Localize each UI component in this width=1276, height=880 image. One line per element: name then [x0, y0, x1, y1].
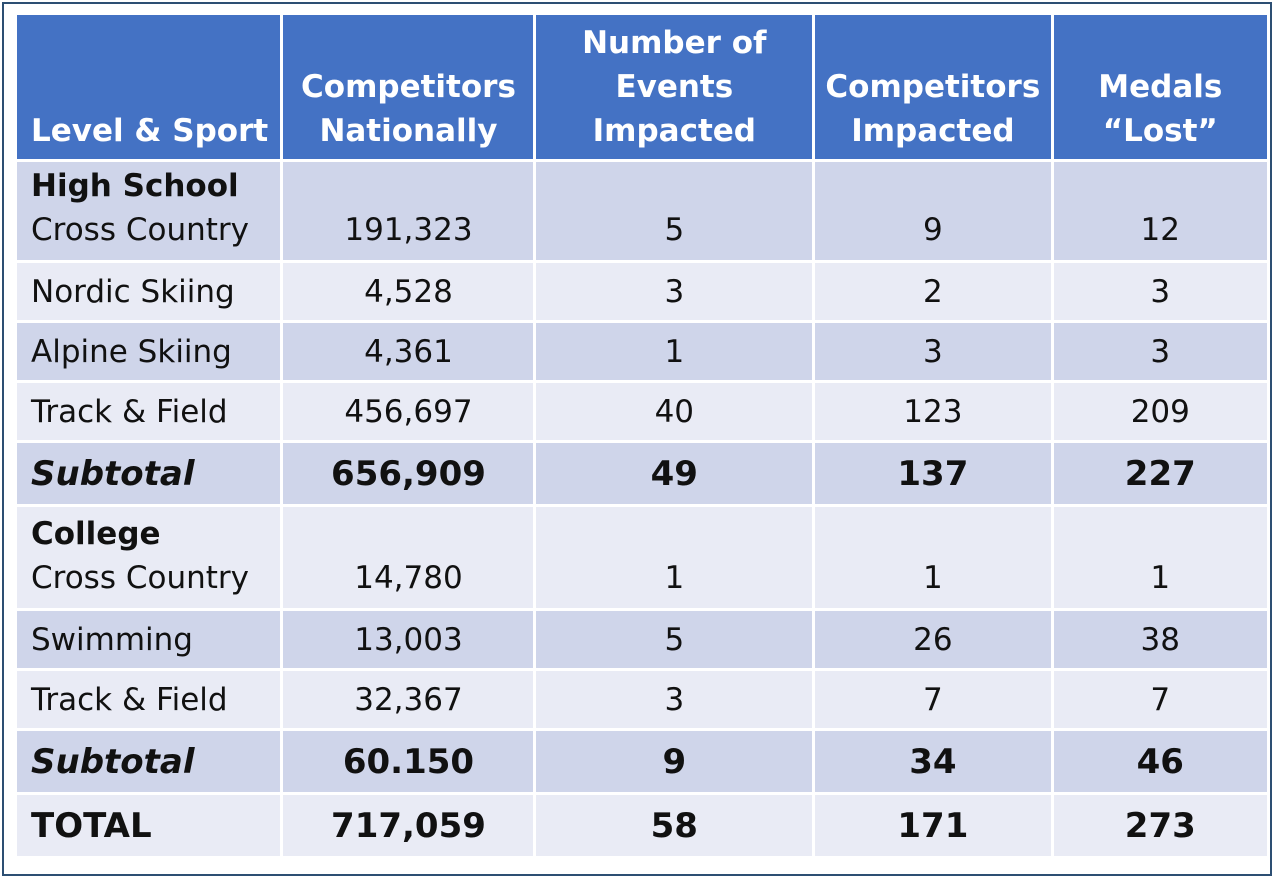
group-label-college: College — [31, 516, 161, 552]
cell-competitors-impacted: 34 — [815, 731, 1051, 792]
header-level-sport: Level & Sport — [17, 15, 281, 159]
cell-competitors-nationally: 4,361 — [283, 323, 534, 380]
row-label: High School Cross Country — [17, 162, 281, 260]
cell-medals-lost: 46 — [1053, 731, 1267, 792]
header-competitors-impacted: Competitors Impacted — [815, 15, 1051, 159]
cell-events-impacted: 40 — [536, 383, 813, 440]
cell-medals-lost: 209 — [1053, 383, 1267, 440]
cell-events-impacted: 1 — [536, 323, 813, 380]
cell-events-impacted: 3 — [536, 263, 813, 320]
cell-medals-lost: 227 — [1053, 443, 1267, 504]
header-line: Medals — [1098, 69, 1223, 105]
subtotal-row: Subtotal 60.150 9 34 46 — [17, 731, 1267, 792]
table-row: Track & Field 32,367 3 7 7 — [17, 671, 1267, 728]
subtotal-label: Subtotal — [17, 443, 281, 504]
cell-medals-lost: 3 — [1053, 263, 1267, 320]
cell-competitors-nationally: 191,323 — [283, 162, 534, 260]
cell-competitors-impacted: 137 — [815, 443, 1051, 504]
cell-competitors-nationally: 60.150 — [283, 731, 534, 792]
cell-competitors-nationally: 456,697 — [283, 383, 534, 440]
cell-medals-lost: 273 — [1053, 795, 1267, 856]
cell-competitors-impacted: 7 — [815, 671, 1051, 728]
data-table: Level & Sport Competitors Nationally Num… — [14, 12, 1270, 859]
header-line: Number of — [582, 25, 767, 61]
sport-label: Cross Country — [31, 560, 249, 596]
sport-label: Track & Field — [17, 383, 281, 440]
cell-events-impacted: 9 — [536, 731, 813, 792]
sport-label: Track & Field — [17, 671, 281, 728]
cell-competitors-nationally: 13,003 — [283, 611, 534, 668]
cell-medals-lost: 12 — [1053, 162, 1267, 260]
row-label: College Cross Country — [17, 507, 281, 608]
table-row: High School Cross Country 191,323 5 9 12 — [17, 162, 1267, 260]
cell-competitors-impacted: 2 — [815, 263, 1051, 320]
header-line: Impacted — [851, 113, 1015, 149]
cell-events-impacted: 5 — [536, 162, 813, 260]
total-row: TOTAL 717,059 58 171 273 — [17, 795, 1267, 856]
header-line: Events — [615, 69, 734, 105]
table-row: College Cross Country 14,780 1 1 1 — [17, 507, 1267, 608]
header-line: Impacted — [592, 113, 756, 149]
sport-label: Nordic Skiing — [17, 263, 281, 320]
cell-medals-lost: 7 — [1053, 671, 1267, 728]
cell-competitors-impacted: 171 — [815, 795, 1051, 856]
cell-competitors-impacted: 3 — [815, 323, 1051, 380]
header-competitors-nationally: Competitors Nationally — [283, 15, 534, 159]
cell-events-impacted: 49 — [536, 443, 813, 504]
header-line: Level & Sport — [31, 113, 269, 149]
cell-events-impacted: 3 — [536, 671, 813, 728]
cell-competitors-impacted: 123 — [815, 383, 1051, 440]
cell-events-impacted: 5 — [536, 611, 813, 668]
sport-label: Alpine Skiing — [17, 323, 281, 380]
subtotal-label: Subtotal — [17, 731, 281, 792]
cell-competitors-nationally: 717,059 — [283, 795, 534, 856]
header-line: Competitors — [825, 69, 1041, 105]
cell-events-impacted: 1 — [536, 507, 813, 608]
table-row: Track & Field 456,697 40 123 209 — [17, 383, 1267, 440]
total-label: TOTAL — [17, 795, 281, 856]
table-row: Swimming 13,003 5 26 38 — [17, 611, 1267, 668]
header-row: Level & Sport Competitors Nationally Num… — [17, 15, 1267, 159]
cell-competitors-impacted: 26 — [815, 611, 1051, 668]
cell-competitors-impacted: 9 — [815, 162, 1051, 260]
header-line: Nationally — [319, 113, 498, 149]
cell-competitors-nationally: 32,367 — [283, 671, 534, 728]
cell-competitors-nationally: 14,780 — [283, 507, 534, 608]
sport-label: Cross Country — [31, 212, 249, 248]
cell-medals-lost: 38 — [1053, 611, 1267, 668]
header-events-impacted: Number of Events Impacted — [536, 15, 813, 159]
cell-medals-lost: 3 — [1053, 323, 1267, 380]
cell-medals-lost: 1 — [1053, 507, 1267, 608]
header-medals-lost: Medals “Lost” — [1053, 15, 1267, 159]
table-row: Nordic Skiing 4,528 3 2 3 — [17, 263, 1267, 320]
header-line: Competitors — [301, 69, 516, 105]
cell-competitors-nationally: 4,528 — [283, 263, 534, 320]
subtotal-row: Subtotal 656,909 49 137 227 — [17, 443, 1267, 504]
table-row: Alpine Skiing 4,361 1 3 3 — [17, 323, 1267, 380]
header-line: “Lost” — [1102, 113, 1218, 149]
cell-events-impacted: 58 — [536, 795, 813, 856]
cell-competitors-impacted: 1 — [815, 507, 1051, 608]
cell-competitors-nationally: 656,909 — [283, 443, 534, 504]
group-label-high-school: High School — [31, 168, 239, 204]
sport-label: Swimming — [17, 611, 281, 668]
